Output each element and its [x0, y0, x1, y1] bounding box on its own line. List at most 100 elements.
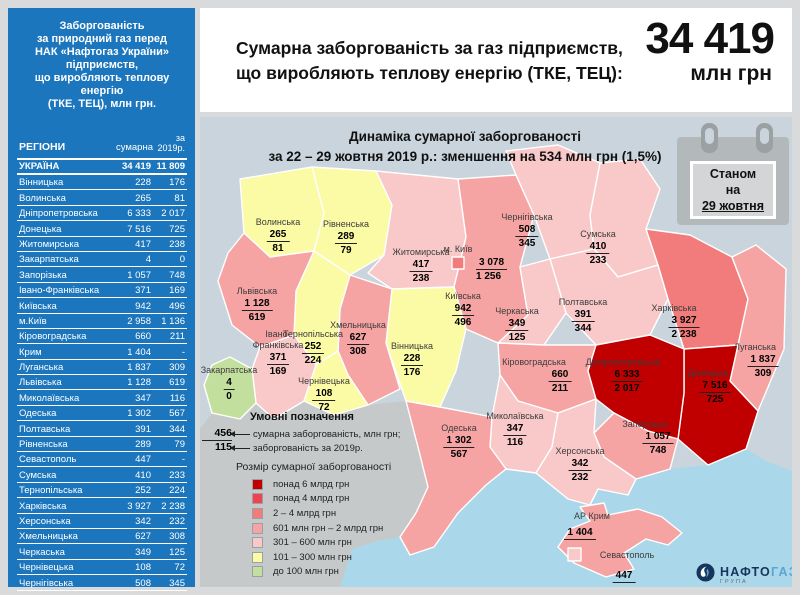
legend-item-label: понад 4 млрд грн	[273, 493, 350, 505]
region-total-value: 7 516	[699, 380, 731, 393]
legend-item-label: понад 6 млрд грн	[273, 478, 350, 490]
region-label-vinnytska: Вінницька 228 176	[391, 341, 433, 380]
region-label-sevastopol: Севастополь	[600, 550, 654, 561]
naftogaz-logo-subtext: ГРУПА	[720, 579, 748, 585]
region-total-value: 391	[571, 309, 595, 322]
row-2019-value: 79	[174, 439, 185, 451]
row-region-name: Миколаївська	[19, 392, 80, 404]
table-header: РЕГІОНИ сумарна за 2019р.	[17, 133, 187, 156]
legend-item-label: 101 – 300 млн грн	[273, 551, 352, 563]
map-marker-kyiv-city	[451, 256, 465, 270]
region-label-zaporizka: Запорізька 1 057 748	[616, 419, 674, 458]
region-name: Хмельницька	[330, 320, 386, 330]
region-values: 660 211	[548, 369, 572, 395]
black-sea	[340, 449, 792, 587]
legend-item-label: 2 – 4 млрд грн	[273, 507, 337, 519]
row-region-name: Львівська	[19, 377, 62, 389]
region-name: Одеська	[441, 423, 477, 433]
row-total-value: 447	[135, 454, 151, 466]
legend-size-title: Розмір сумарної заборгованості	[236, 461, 392, 473]
row-2019-value: 308	[169, 531, 185, 543]
row-region-name: Рівненська	[19, 439, 68, 451]
region-values: 1 837 309	[747, 354, 779, 380]
table-row: Івано-Франківська 371 169	[17, 283, 187, 299]
region-total-value: 508	[515, 224, 539, 237]
map-region-krym	[557, 502, 683, 578]
row-region-name: Сумська	[19, 469, 57, 481]
region-values: 108 72	[312, 388, 336, 414]
row-total-value: 627	[135, 531, 151, 543]
region-total-value: 4	[223, 377, 235, 390]
row-2019-value: 748	[169, 269, 185, 281]
calendar-ring-icon	[701, 123, 718, 153]
region-total-value: 1 837	[747, 354, 779, 367]
legend-samples: 456 115 сумарна заборгованість, млн грн;…	[202, 427, 417, 455]
region-total-value: 228	[400, 353, 424, 366]
table-row: Донецька 7 516 725	[17, 221, 187, 237]
legend-color-chip	[252, 493, 263, 505]
row-region-name: Дніпропетровська	[19, 208, 98, 220]
region-2019-value: 725	[706, 394, 724, 405]
region-values: 417 238	[409, 259, 433, 285]
region-name: Харківська	[651, 303, 697, 313]
region-name: Житомирська	[392, 247, 450, 257]
date-badge-calendar: Станом на 29 жовтня	[677, 123, 789, 225]
legend-item: до 100 млн грн	[252, 565, 417, 580]
row-2019-value: 224	[169, 485, 185, 497]
region-label-odeska: Одеська 1 302 567	[441, 423, 476, 462]
row-2019-value: 496	[169, 300, 185, 312]
region-total-value: 3 927	[668, 315, 700, 328]
region-name: Запорізька	[622, 419, 668, 429]
region-values: 3 927 2 238	[668, 315, 700, 341]
region-2019-value: 116	[506, 437, 524, 448]
row-region-name: Крим	[19, 346, 42, 358]
region-values: 3 078 1 256	[476, 257, 508, 283]
region-name: АР Крим	[574, 511, 610, 521]
region-2019-value: 2 017	[614, 383, 640, 394]
legend-title: Умовні позначення	[250, 411, 354, 423]
region-values: 410 233	[586, 241, 610, 267]
table-row: Вінницька 228 176	[17, 175, 187, 191]
row-total-value: 6 333	[127, 208, 151, 220]
table-row: Тернопільська 252 224	[17, 483, 187, 499]
region-2019-value: 211	[551, 383, 569, 394]
region-2019-value: 238	[412, 273, 430, 284]
region-total-value: 1 057	[642, 431, 674, 444]
row-total-value: 2 958	[127, 315, 151, 327]
naftogaz-logo-text: НАФТОГАЗ	[720, 565, 792, 579]
region-label-ivano_frankivska: Івано-Франківська 371 169	[243, 329, 313, 379]
row-2019-value: 309	[169, 362, 185, 374]
region-values: 942 496	[451, 303, 475, 329]
row-total-value: 108	[135, 562, 151, 574]
row-total-value: 1 404	[127, 346, 151, 358]
map-region-zakarpatska	[203, 356, 257, 420]
region-name: м. Київ	[443, 244, 473, 254]
row-2019-value: 232	[169, 515, 185, 527]
row-2019-value: 125	[169, 546, 185, 558]
region-name: Івано-Франківська	[252, 329, 304, 350]
table-row: Волинська 265 81	[17, 190, 187, 206]
region-2019-value: 72	[318, 402, 330, 413]
region-values-sevastopol: 447	[612, 565, 636, 583]
region-label-zhytomyrska: Житомирська 417 238	[393, 247, 450, 286]
legend-color-chip	[252, 522, 263, 534]
map-region-chernivetska	[303, 350, 369, 416]
row-region-name: Чернігівська	[19, 577, 74, 589]
region-2019-value: 344	[574, 323, 592, 334]
region-2019-value: 308	[349, 346, 367, 357]
region-2019-value: 176	[403, 367, 421, 378]
region-values: 342 232	[568, 458, 592, 484]
legend-item: 101 – 300 млн грн	[252, 550, 417, 565]
table-row: Миколаївська 347 116	[17, 390, 187, 406]
legend-item-label: 601 млн грн – 2 млрд грн	[273, 522, 384, 534]
row-total-value: 252	[135, 485, 151, 497]
row-2019-value: -	[181, 346, 185, 358]
region-label-mykolaivska: Миколаївська 347 116	[486, 411, 543, 450]
total-amount-value: 34 419	[645, 14, 775, 63]
map-marker-sevastopol	[567, 547, 582, 562]
region-2019-value: 125	[508, 332, 526, 343]
legend-sample-total: 456	[202, 427, 232, 441]
region-label-rivnenska: Рівненська 289 79	[323, 219, 369, 258]
region-name: Черкаська	[495, 306, 539, 316]
row-total-value: 1 057	[127, 269, 151, 281]
